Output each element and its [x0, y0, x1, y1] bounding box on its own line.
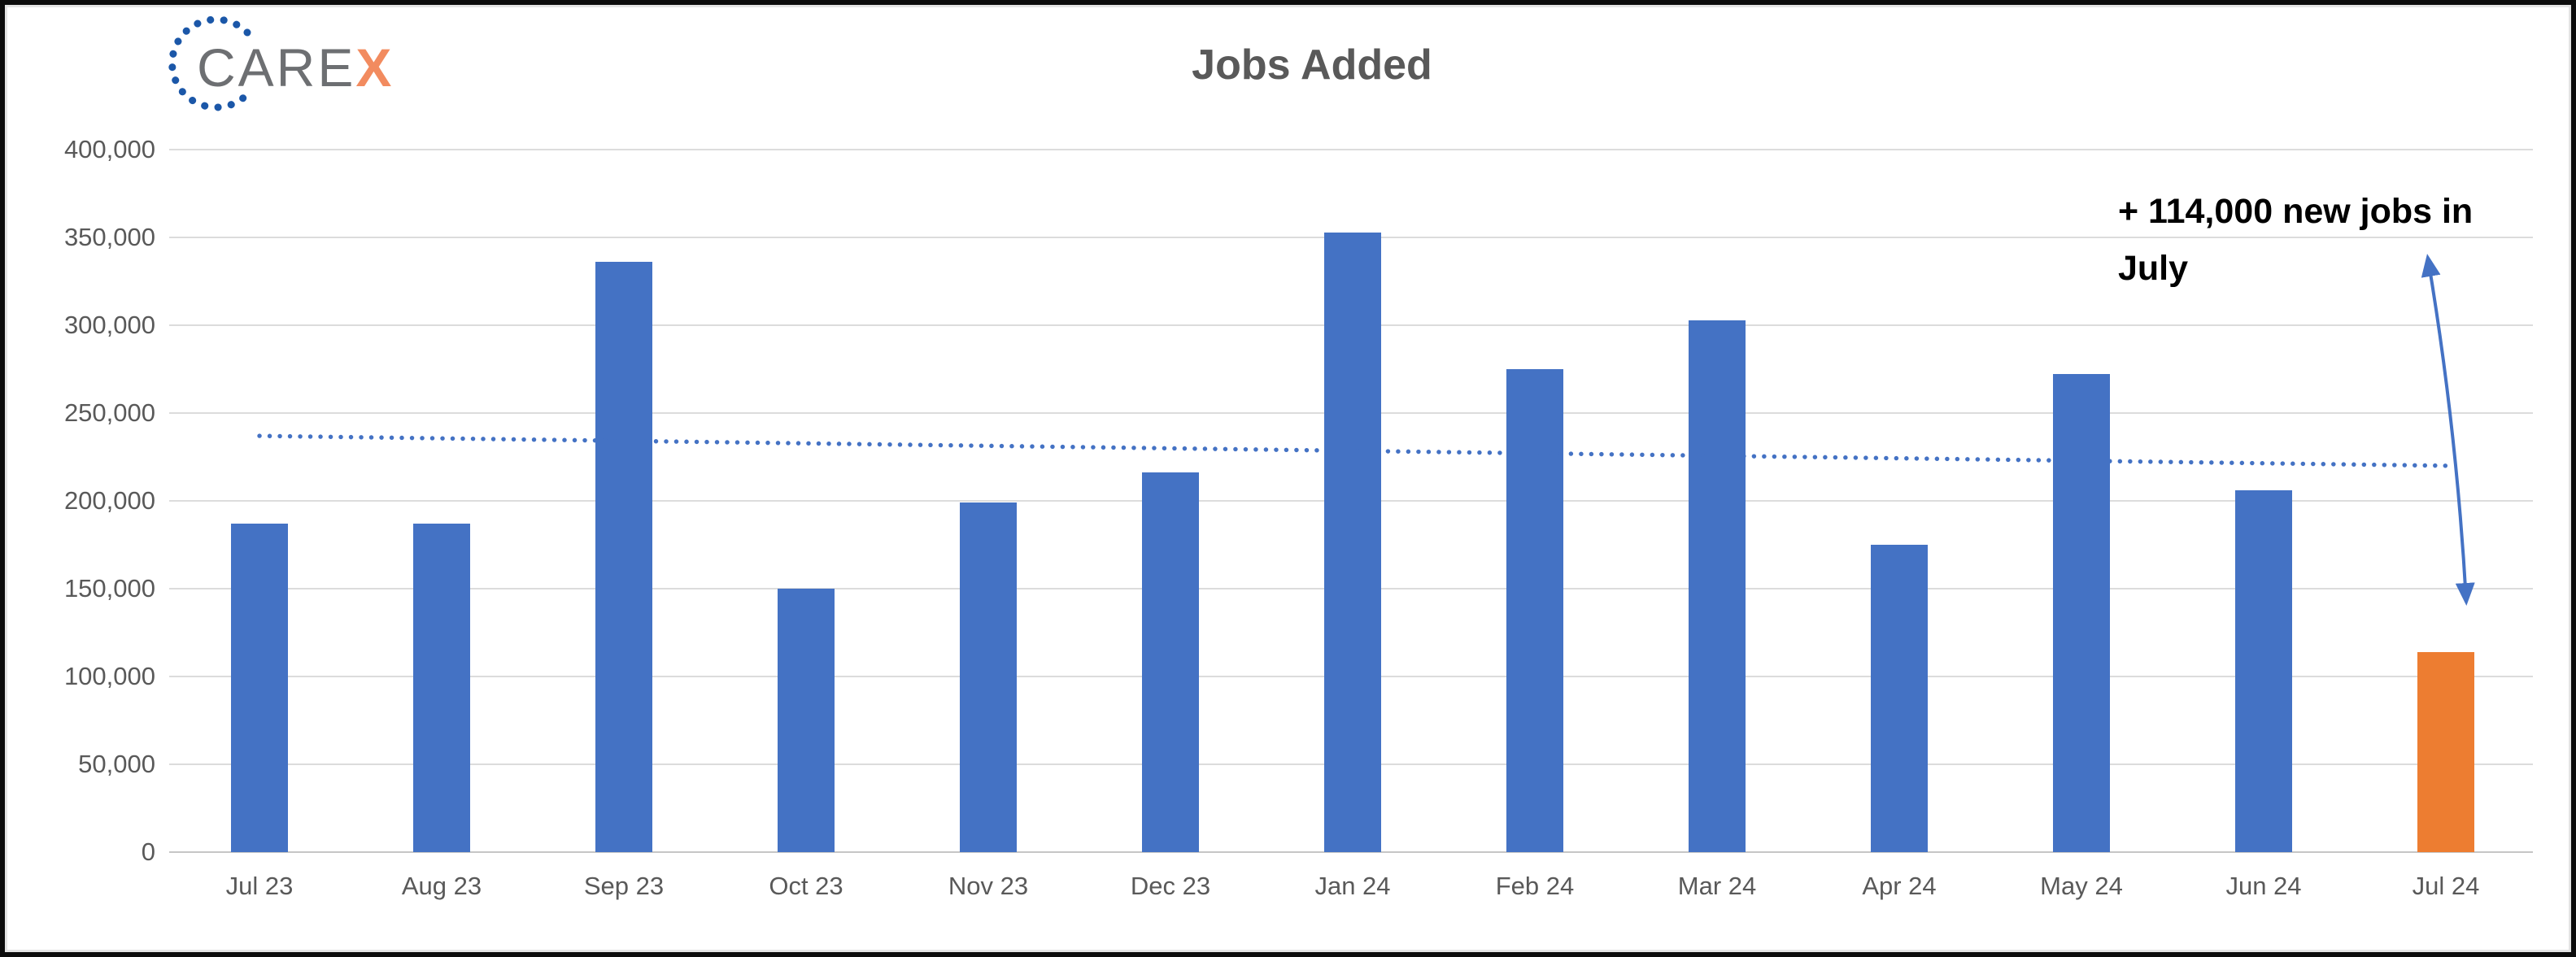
- bar-apr-24: [1871, 545, 1928, 852]
- x-axis-label-feb-24: Feb 24: [1495, 872, 1575, 900]
- y-axis-label-400000: 400,000: [63, 135, 155, 163]
- bar-jan-24: [1324, 232, 1381, 852]
- y-axis-label-250000: 250,000: [63, 398, 155, 427]
- logo-dotted-circle-icon: [168, 15, 251, 111]
- logo-text: CAREX: [197, 41, 394, 94]
- y-axis-label-0: 0: [141, 837, 155, 866]
- gridline-400000: [169, 149, 2533, 150]
- y-axis-label-300000: 300,000: [63, 311, 155, 339]
- bar-mar-24: [1689, 320, 1746, 852]
- gridline-0: [169, 851, 2533, 853]
- x-axis-label-oct-23: Oct 23: [769, 872, 843, 900]
- annotation: + 114,000 new jobs in July: [2118, 184, 2571, 297]
- x-axis-label-aug-23: Aug 23: [401, 872, 482, 900]
- x-axis-label-sep-23: Sep 23: [583, 872, 665, 900]
- bar-jul-24: [2417, 651, 2474, 852]
- bar-sep-23: [595, 262, 652, 852]
- logo-text-care: CARE: [197, 37, 356, 98]
- bar-jun-24: [2235, 490, 2292, 852]
- annotation-line2: July: [2118, 248, 2189, 288]
- y-axis-label-50000: 50,000: [78, 750, 155, 778]
- bar-feb-24: [1506, 369, 1563, 852]
- x-axis-label-jan-24: Jan 24: [1314, 872, 1391, 900]
- x-axis-label-apr-24: Apr 24: [1862, 872, 1937, 900]
- carex-logo: CAREX: [164, 10, 425, 117]
- bar-dec-23: [1142, 472, 1199, 852]
- annotation-line1: + 114,000 new jobs in: [2118, 192, 2474, 231]
- bar-oct-23: [778, 589, 835, 852]
- bar-nov-23: [960, 502, 1017, 852]
- x-axis-label-may-24: May 24: [2040, 872, 2123, 900]
- x-axis-label-nov-23: Nov 23: [948, 872, 1029, 900]
- bar-aug-23: [413, 524, 470, 852]
- trendline-and-arrow-overlay: [257, 254, 2475, 606]
- x-axis-label-mar-24: Mar 24: [1677, 872, 1757, 900]
- x-axis-label-jul-23: Jul 23: [225, 872, 294, 900]
- chart-title: Jobs Added: [1192, 41, 1432, 89]
- y-axis-label-100000: 100,000: [63, 662, 155, 690]
- x-axis-label-jun-24: Jun 24: [2225, 872, 2302, 900]
- x-axis-label-dec-23: Dec 23: [1130, 872, 1211, 900]
- y-axis-label-200000: 200,000: [63, 486, 155, 515]
- logo-text-x: X: [355, 37, 394, 98]
- bar-may-24: [2053, 374, 2110, 852]
- annotation-double-arrow: [2421, 254, 2475, 606]
- bar-jul-23: [231, 524, 288, 852]
- y-axis-label-350000: 350,000: [63, 223, 155, 251]
- x-axis-label-jul-24: Jul 24: [2412, 872, 2480, 900]
- y-axis-label-150000: 150,000: [63, 574, 155, 602]
